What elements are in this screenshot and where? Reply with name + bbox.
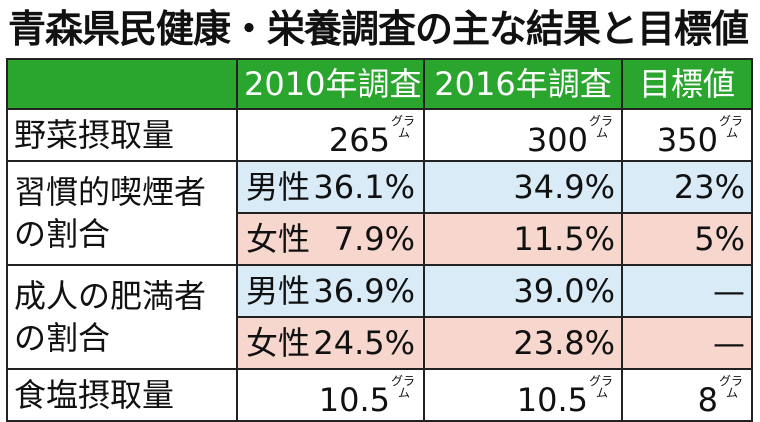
table-row-vegetable: 野菜摂取量 265 グラム 300 グラム 350 グラム xyxy=(6,108,753,162)
page-title: 青森県民健康・栄養調査の主な結果と目標値 xyxy=(8,7,749,51)
cell-vegetable-target: 350 グラム xyxy=(621,108,753,162)
cell-obese-female-2016: 23.8% xyxy=(423,316,623,370)
cell-obese-male-2010: 男性 36.9% xyxy=(236,264,425,318)
cell-smoker-female-2010: 女性 7.9% xyxy=(236,212,425,266)
unit-gram: グラム xyxy=(589,113,614,140)
table-row-salt: 食塩摂取量 10.5 グラム 10.5 グラム 8 グラム xyxy=(6,368,753,422)
cell-smoker-female-2016: 11.5% xyxy=(423,212,623,266)
cell-obese-female-target: — xyxy=(621,316,753,370)
unit-gram: グラム xyxy=(589,373,614,400)
cell-obese-male-target: — xyxy=(621,264,753,318)
header-2010: 2010年調査 xyxy=(236,58,425,110)
row-label-obese: 成人の肥満者の割合 xyxy=(6,264,238,370)
row-label-salt: 食塩摂取量 xyxy=(6,368,238,422)
cell-smoker-male-2016: 34.9% xyxy=(423,160,623,214)
unit-gram: グラム xyxy=(719,373,744,400)
unit-gram: グラム xyxy=(391,113,416,140)
table-row-obese-male: 成人の肥満者の割合 男性 36.9% 39.0% — xyxy=(6,264,753,370)
cell-salt-target: 8 グラム xyxy=(621,368,753,422)
header-target: 目標値 xyxy=(621,58,753,110)
unit-gram: グラム xyxy=(391,373,416,400)
cell-obese-female-2010: 女性 24.5% xyxy=(236,316,425,370)
header-corner xyxy=(6,58,238,110)
header-2016: 2016年調査 xyxy=(423,58,623,110)
cell-obese-male-2016: 39.0% xyxy=(423,264,623,318)
results-table: 2010年調査 2016年調査 目標値 野菜摂取量 265 グラム 300 グラム … xyxy=(6,58,753,422)
cell-smoker-female-target: 5% xyxy=(621,212,753,266)
row-label-vegetable: 野菜摂取量 xyxy=(6,108,238,162)
cell-salt-2016: 10.5 グラム xyxy=(423,368,623,422)
table-row-smoker-male: 習慣的喫煙者の割合 男性 36.1% 34.9% 23% xyxy=(6,160,753,266)
cell-vegetable-2010: 265 グラム xyxy=(236,108,425,162)
cell-smoker-male-target: 23% xyxy=(621,160,753,214)
table-row-smoker-female: 女性 7.9% 11.5% 5% xyxy=(7,212,753,266)
cell-vegetable-2016: 300 グラム xyxy=(423,108,623,162)
cell-smoker-male-2010: 男性 36.1% xyxy=(236,160,425,214)
table-row-obese-female: 女性 24.5% 23.8% — xyxy=(7,316,753,370)
header-row: 2010年調査 2016年調査 目標値 xyxy=(6,58,753,110)
cell-salt-2010: 10.5 グラム xyxy=(236,368,425,422)
unit-gram: グラム xyxy=(719,113,744,140)
row-label-smoker: 習慣的喫煙者の割合 xyxy=(6,160,238,266)
